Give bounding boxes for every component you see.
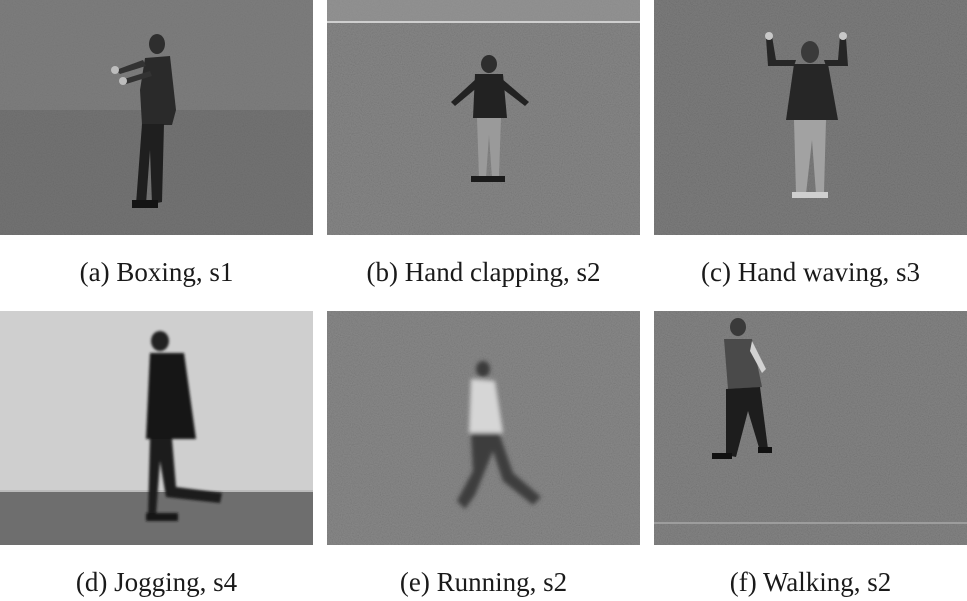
photo-hand-clapping xyxy=(327,0,640,235)
photo-running xyxy=(327,311,640,545)
caption-d: (d) Jogging, s4 xyxy=(75,567,238,597)
photo-boxing xyxy=(0,0,313,235)
person-hand-waving-figure xyxy=(765,32,848,198)
person-boxing-figure xyxy=(111,34,176,208)
caption-c: (c) Hand waving, s3 xyxy=(701,257,920,287)
person-jogging-figure xyxy=(146,331,222,521)
caption-a: (a) Boxing, s1 xyxy=(79,257,234,287)
photo-walking xyxy=(654,311,967,545)
caption-b: (b) Hand clapping, s2 xyxy=(366,257,601,287)
photo-jogging xyxy=(0,311,313,545)
caption-e: (e) Running, s2 xyxy=(399,567,568,597)
person-running-figure xyxy=(457,361,541,509)
person-hand-clapping-figure xyxy=(451,55,529,182)
person-walking-figure xyxy=(712,318,772,459)
caption-f: (f) Walking, s2 xyxy=(729,567,892,597)
photo-hand-waving xyxy=(654,0,967,235)
